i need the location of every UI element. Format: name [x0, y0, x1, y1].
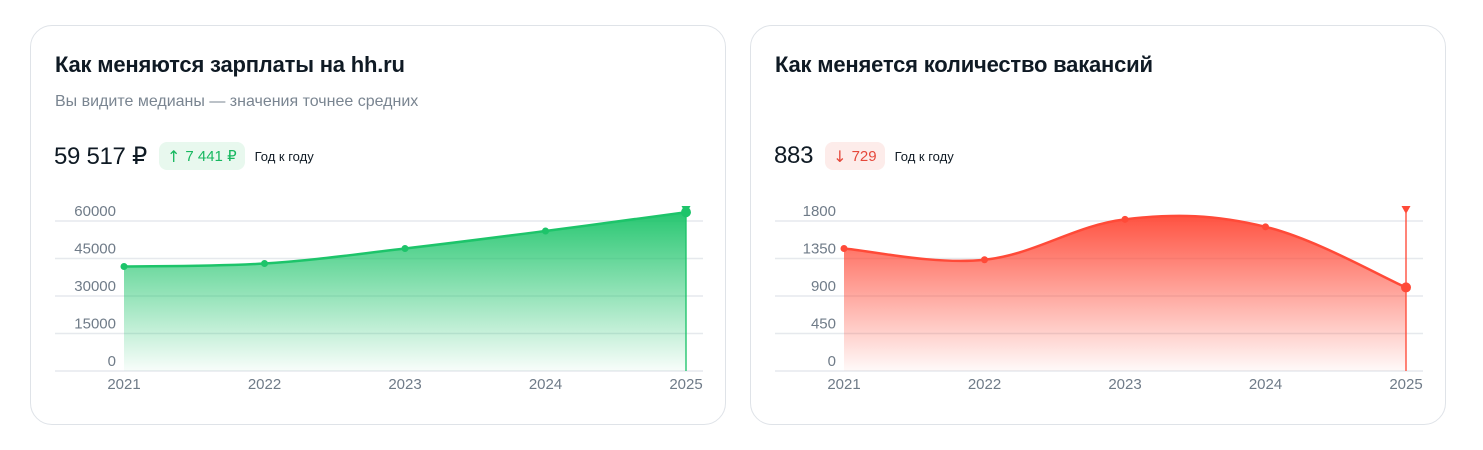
- vacancies-chart[interactable]: 0 450 900 1350 1800 2021 2022 2023 2024 2025: [751, 26, 1447, 426]
- y-tick-label: 1350: [803, 241, 836, 258]
- data-point[interactable]: [1401, 282, 1411, 293]
- y-tick-label: 900: [811, 278, 836, 295]
- x-tick-label: 2024: [529, 376, 562, 393]
- x-tick-label: 2023: [1108, 376, 1141, 393]
- x-tick-label: 2021: [827, 376, 860, 393]
- x-tick-label: 2024: [1249, 376, 1282, 393]
- x-tick-label: 2025: [669, 376, 702, 393]
- salary-value: 59 517 ₽: [54, 142, 147, 170]
- y-tick-label: 15000: [74, 316, 116, 333]
- y-tick-label: 450: [811, 316, 836, 333]
- series-area: [844, 215, 1406, 371]
- data-point[interactable]: [401, 245, 409, 252]
- data-point[interactable]: [120, 263, 128, 270]
- y-tick-label: 45000: [74, 241, 116, 258]
- salary-delta-badge: ↑ 7 441 ₽: [158, 142, 245, 170]
- data-point[interactable]: [261, 260, 268, 267]
- y-tick-label: 30000: [74, 278, 116, 295]
- arrow-down-icon: ↓: [833, 146, 847, 166]
- data-point[interactable]: [1262, 223, 1269, 231]
- salary-card: Как меняются зарплаты на hh.ru Вы видите…: [30, 25, 726, 425]
- salary-metric-row: 59 517 ₽ ↑ 7 441 ₽ Год к году: [54, 141, 314, 171]
- x-tick-label: 2025: [1389, 376, 1422, 393]
- vacancies-delta-value: 729: [851, 147, 877, 165]
- salary-chart[interactable]: 0 15000 30000 45000 60000 2021 2022 2023 2024 202…: [31, 26, 727, 426]
- salary-card-title: Как меняются зарплаты на hh.ru: [55, 52, 405, 77]
- x-tick-label: 2023: [388, 376, 421, 393]
- salary-card-subtitle: Вы видите медианы — значения точнее сред…: [55, 93, 419, 110]
- salary-delta-value: 7 441 ₽: [185, 148, 237, 165]
- vacancies-period-label: Год к году: [894, 148, 954, 164]
- y-tick-label: 0: [828, 353, 836, 370]
- x-tick-label: 2022: [968, 376, 1001, 393]
- data-point[interactable]: [542, 227, 549, 235]
- arrow-up-icon: ↑: [166, 146, 181, 166]
- vacancies-delta-badge: ↓ 729: [825, 142, 885, 170]
- highlight-marker-icon: [1401, 206, 1411, 214]
- vacancies-card: Как меняется количество вакансий 883 ↓ 7…: [750, 25, 1446, 425]
- data-point[interactable]: [681, 207, 691, 218]
- y-tick-label: 0: [108, 353, 116, 370]
- y-tick-label: 1800: [803, 203, 836, 220]
- data-point[interactable]: [981, 256, 988, 264]
- data-point[interactable]: [840, 245, 848, 252]
- x-tick-label: 2022: [248, 376, 281, 393]
- series-area: [124, 212, 686, 371]
- x-tick-label: 2021: [107, 376, 140, 393]
- vacancies-card-title: Как меняется количество вакансий: [775, 52, 1153, 77]
- data-point[interactable]: [1121, 215, 1129, 223]
- vacancies-value: 883: [774, 142, 814, 169]
- vacancies-metric-row: 883 ↓ 729 Год к году: [774, 141, 954, 171]
- salary-period-label: Год к году: [254, 148, 314, 164]
- y-tick-label: 60000: [74, 203, 116, 220]
